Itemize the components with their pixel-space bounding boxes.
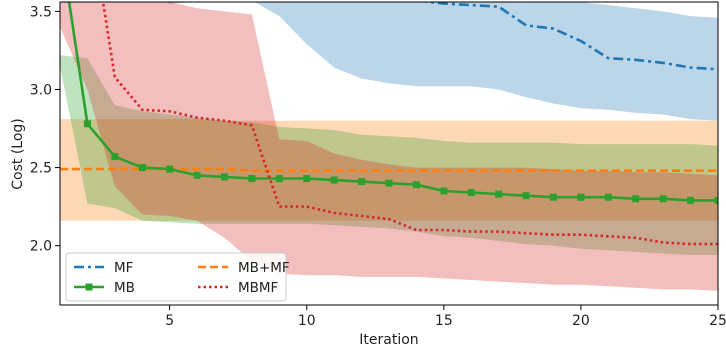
x-tick-label: 15 [435, 313, 453, 329]
legend-marker-mb [85, 283, 93, 291]
x-tick-label: 20 [572, 313, 590, 329]
point-mb [111, 153, 119, 161]
point-mb [138, 164, 146, 172]
point-mb [687, 196, 695, 204]
legend: MF MB MB+MF MBMF [65, 252, 290, 302]
band-mf [164, 2, 718, 121]
x-tick-label: 25 [709, 313, 726, 329]
x-axis-label: Iteration [359, 332, 418, 348]
x-tick-label: 5 [165, 313, 174, 329]
line-mbmf [101, 2, 718, 246]
point-mb [577, 193, 585, 201]
point-mb [358, 178, 366, 186]
point-mb [495, 190, 503, 198]
legend-label-mb: MB [114, 280, 135, 296]
legend-label-mbmf: MBMF [238, 280, 278, 296]
legend-label-mb-mf: MB+MF [238, 260, 290, 276]
point-mb [166, 165, 174, 173]
point-mb [193, 171, 201, 179]
legend-box [65, 252, 287, 302]
point-mb [522, 192, 530, 200]
y-tick-label: 2.0 [30, 239, 52, 255]
point-mb [248, 174, 256, 182]
point-mb [83, 120, 91, 128]
point-mb [632, 195, 640, 203]
line-mf [418, 2, 718, 71]
plot-frame [59, 1, 719, 306]
point-mb [221, 173, 228, 181]
point-mb [412, 181, 420, 189]
legend-label-mf: MF [114, 260, 133, 276]
point-mb [714, 196, 718, 204]
y-axis-label: Cost (Log) [10, 118, 26, 190]
point-mb [550, 193, 557, 201]
point-mb [385, 179, 393, 187]
point-mb [440, 187, 448, 195]
band-mbmf [60, 2, 718, 291]
point-mb [303, 174, 311, 182]
point-mb [467, 189, 475, 197]
y-tick-label: 3.0 [30, 82, 52, 98]
point-mb [604, 193, 612, 201]
y-tick-label: 2.5 [30, 161, 52, 177]
point-mb [659, 195, 667, 203]
x-tick-label: 10 [298, 313, 316, 329]
point-mb [275, 174, 283, 182]
band-mb [60, 55, 718, 255]
y-tick-label: 3.5 [30, 4, 52, 20]
point-mb [330, 176, 338, 184]
